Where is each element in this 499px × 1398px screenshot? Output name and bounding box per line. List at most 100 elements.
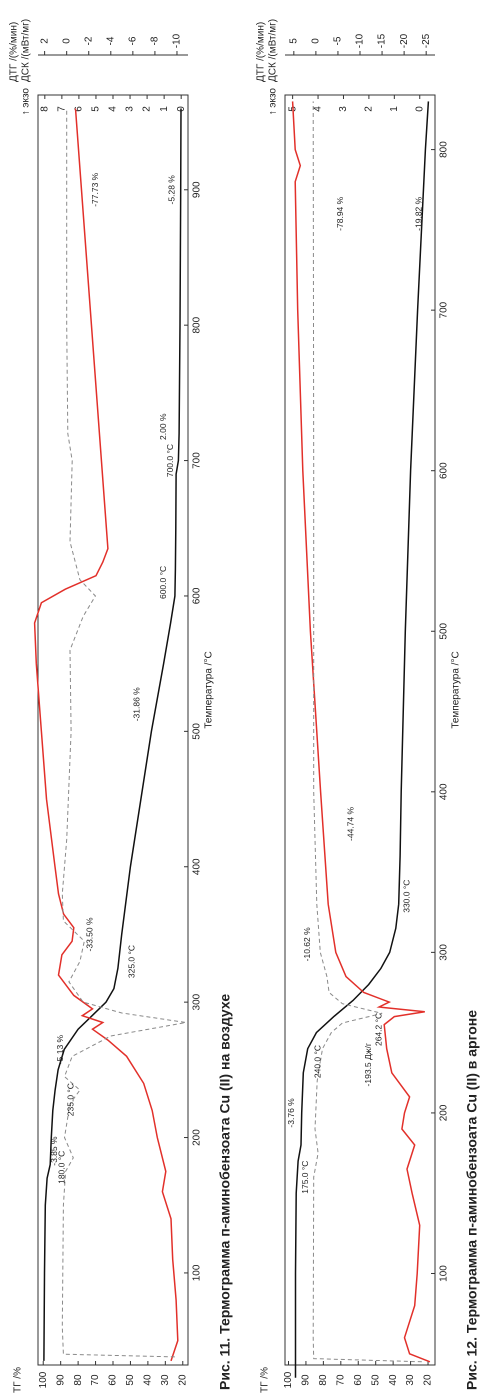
x-tick-label: 900 xyxy=(192,181,203,198)
exo-label: ↑ экзо xyxy=(268,88,279,116)
annotation: 235.0 °C xyxy=(65,1083,75,1116)
y3-axis-title: ДТГ /(%/мин) xyxy=(9,22,20,82)
y3-tick-label: -5 xyxy=(333,36,344,45)
y3-tick-label: -10 xyxy=(355,33,366,48)
x-tick-label: 800 xyxy=(192,316,203,333)
annotation: 180.0 °C xyxy=(57,1151,67,1184)
x-tick-label: 200 xyxy=(192,1129,203,1146)
y3-tick-label: -15 xyxy=(377,33,388,48)
x-tick-label: 100 xyxy=(439,1265,450,1282)
annotation: 240.0 °C xyxy=(312,1045,322,1078)
y3-tick-label: -4 xyxy=(105,36,116,45)
y-tick-label: 30 xyxy=(405,1374,416,1386)
y-tick-label: 70 xyxy=(90,1374,101,1386)
y2-tick-label: 2 xyxy=(142,106,153,112)
annotation: -44.74 % xyxy=(346,806,356,840)
y3-tick-label: -2 xyxy=(83,36,94,45)
x-axis-title: Температура /°C xyxy=(204,651,215,728)
x-tick-label: 200 xyxy=(439,1104,450,1121)
annotation: -77.73 % xyxy=(90,172,100,206)
caption: Рис. 12. Термограмма п-аминобензоата Cu … xyxy=(464,1010,480,1390)
y-tick-label: 80 xyxy=(73,1374,84,1386)
annotation: 264.2 °C xyxy=(373,1013,383,1046)
x-tick-label: 300 xyxy=(192,993,203,1010)
y-tick-label: 50 xyxy=(370,1374,381,1386)
annotation: -5.28 % xyxy=(167,175,177,205)
y-axis-title: ТГ /% xyxy=(13,1367,24,1393)
y2-tick-label: 5 xyxy=(91,106,102,112)
x-tick-label: 700 xyxy=(439,301,450,318)
annotation: 600.0 °C xyxy=(158,566,168,599)
annotation: -33.50 % xyxy=(85,917,95,951)
y-tick-label: 80 xyxy=(318,1374,329,1386)
y-tick-label: 60 xyxy=(353,1374,364,1386)
y2-tick-label: 8 xyxy=(39,106,50,112)
series-line xyxy=(294,101,430,1378)
y2-tick-label: 0 xyxy=(414,106,425,112)
annotation: -3.85 % xyxy=(49,1136,59,1166)
y3-tick-label: 0 xyxy=(311,38,322,44)
annotation: -193.5 Дж/г xyxy=(363,1043,373,1086)
y3-tick-label: 0 xyxy=(61,38,72,44)
y3-tick-label: 2 xyxy=(39,38,50,44)
y2-tick-label: 1 xyxy=(159,106,170,112)
series-line xyxy=(43,108,182,1361)
x-tick-label: 600 xyxy=(192,587,203,604)
y2-tick-label: 3 xyxy=(338,106,349,112)
x-tick-label: 800 xyxy=(439,141,450,158)
y3-tick-label: -25 xyxy=(421,33,432,48)
x-tick-label: 600 xyxy=(439,462,450,479)
annotation: -5.13 % xyxy=(55,1034,65,1064)
x-tick-label: 100 xyxy=(192,1264,203,1281)
plot-frame xyxy=(284,94,436,1366)
series-line xyxy=(291,101,431,1363)
y-tick-label: 90 xyxy=(55,1374,66,1386)
y2-tick-label: 7 xyxy=(57,106,68,112)
series-line xyxy=(61,108,186,1358)
x-tick-label: 400 xyxy=(439,783,450,800)
annotation: -3.76 % xyxy=(286,1098,296,1128)
annotation: 330.0 °C xyxy=(401,880,411,913)
y3-tick-label: 5 xyxy=(288,38,299,44)
x-tick-label: 400 xyxy=(192,858,203,875)
annotation: -31.86 % xyxy=(132,687,142,721)
y-tick-label: 40 xyxy=(143,1374,154,1386)
caption: Рис. 11. Термограмма п-аминобензоата Cu … xyxy=(217,994,233,1390)
series-line xyxy=(312,101,422,1363)
y3-axis-title: ДТГ /(%/мин) xyxy=(256,22,267,82)
y2-axis-title: ДСК /(мВт/мг) xyxy=(21,19,32,82)
y-tick-label: 20 xyxy=(423,1374,434,1386)
y3-tick-label: -10 xyxy=(172,33,183,48)
y2-tick-label: 3 xyxy=(125,106,136,112)
x-axis-title: Температура /°C xyxy=(451,651,462,728)
annotation: 2.00 % xyxy=(158,413,168,440)
annotation: 175.0 °C xyxy=(300,1161,310,1194)
y-tick-label: 100 xyxy=(283,1371,294,1388)
y2-tick-label: 4 xyxy=(313,106,324,112)
annotation: -10.62 % xyxy=(302,927,312,961)
annotation: -19.82 % xyxy=(414,196,424,230)
y2-tick-label: 4 xyxy=(108,106,119,112)
y-tick-label: 60 xyxy=(108,1374,119,1386)
annotation: -78.94 % xyxy=(335,196,345,230)
y2-tick-label: 1 xyxy=(389,106,400,112)
y-tick-label: 70 xyxy=(335,1374,346,1386)
y-tick-label: 20 xyxy=(177,1374,188,1386)
y-tick-label: 90 xyxy=(301,1374,312,1386)
exo-label: ↑ экзо xyxy=(21,88,32,116)
y3-tick-label: -6 xyxy=(127,36,138,45)
series-line xyxy=(33,108,179,1362)
annotation: 700.0 °C xyxy=(165,444,175,477)
y-tick-label: 100 xyxy=(38,1371,49,1388)
y-axis-title: ТГ /% xyxy=(260,1367,271,1393)
y3-tick-label: -8 xyxy=(150,36,161,45)
x-tick-label: 500 xyxy=(192,723,203,740)
y3-tick-label: -20 xyxy=(399,33,410,48)
x-tick-label: 700 xyxy=(192,452,203,469)
y2-axis-title: ДСК /(мВт/мг) xyxy=(268,19,279,82)
y-tick-label: 30 xyxy=(160,1374,171,1386)
x-tick-label: 300 xyxy=(439,944,450,961)
x-tick-label: 500 xyxy=(439,622,450,639)
